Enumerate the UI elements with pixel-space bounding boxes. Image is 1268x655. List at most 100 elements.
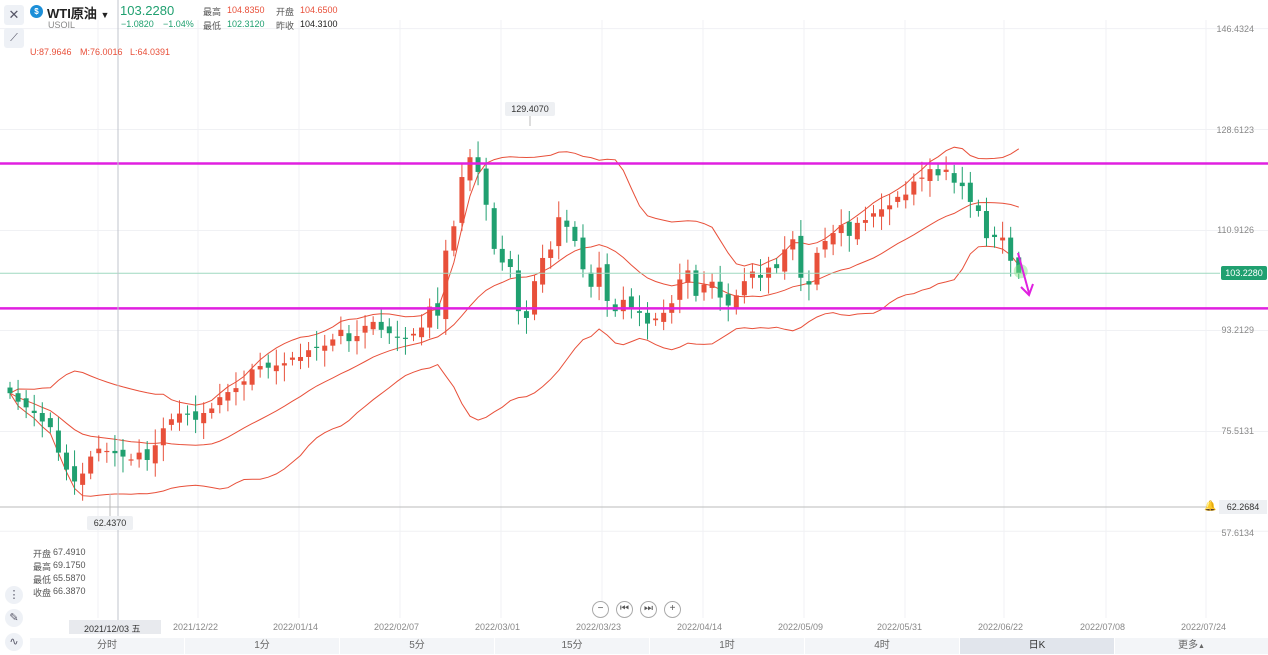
candle: [370, 321, 376, 330]
alert-price-tag[interactable]: 62.2684: [1219, 500, 1267, 514]
skip-end-button[interactable]: ⏭: [640, 601, 657, 618]
candle: [515, 270, 521, 312]
candle: [31, 410, 37, 414]
open-label: 开盘: [276, 7, 295, 17]
timeframe-more[interactable]: 更多▲: [1115, 638, 1268, 654]
ohlc-open: 67.4910: [53, 547, 86, 557]
candle: [846, 221, 852, 236]
candle: [507, 259, 513, 268]
symbol-name[interactable]: WTI原油 ▼: [47, 3, 109, 22]
candle: [419, 327, 425, 338]
candle: [459, 177, 465, 223]
symbol-label: WTI原油: [47, 6, 97, 21]
down-arrow-head: [1020, 283, 1034, 297]
x-tick-label: 2022/02/07: [374, 622, 420, 632]
timeframe-1h[interactable]: 1时: [650, 638, 804, 654]
candle: [298, 356, 304, 361]
indicator-icon[interactable]: ⋮: [5, 586, 23, 604]
timeframe-1m[interactable]: 1分: [185, 638, 339, 654]
candle: [354, 336, 360, 342]
candle: [532, 281, 538, 315]
candle: [225, 392, 231, 401]
timeframe-daily[interactable]: 日K: [960, 638, 1114, 654]
y-tick-label: 146.4324: [1216, 24, 1254, 34]
candle: [411, 333, 416, 336]
candle: [491, 208, 497, 249]
candle: [879, 209, 885, 217]
candle: [362, 325, 368, 333]
candle: [895, 196, 901, 202]
candle: [983, 210, 989, 239]
current-price: 103.2280: [120, 3, 175, 18]
candle: [701, 284, 707, 293]
timeframe-15m[interactable]: 15分: [495, 638, 649, 654]
candle: [733, 295, 739, 309]
candle: [790, 239, 796, 250]
candle: [709, 281, 715, 288]
pencil-icon[interactable]: ✎: [5, 609, 23, 627]
candle: [322, 345, 328, 351]
candle: [443, 250, 449, 320]
candle: [992, 234, 998, 238]
candle: [927, 169, 933, 182]
candle: [693, 270, 699, 296]
x-tick-label: 2022/01/14: [273, 622, 319, 632]
candle: [378, 321, 384, 330]
y-tick-label: 57.6134: [1221, 528, 1254, 538]
candle: [564, 220, 570, 227]
chevron-down-icon[interactable]: ▼: [100, 10, 110, 20]
candle: [241, 381, 247, 385]
high-label: 最高: [203, 7, 222, 17]
candle: [451, 226, 457, 251]
timeframe-4h[interactable]: 4时: [805, 638, 959, 654]
price-change: −1.0820: [121, 19, 154, 29]
x-tick-label: 2022/07/24: [1181, 622, 1227, 632]
boll-upper-line: [9, 146, 1020, 406]
symbol-logo-icon: $: [30, 5, 43, 18]
x-tick-label: 2022/03/23: [576, 622, 622, 632]
candle: [249, 369, 255, 385]
candle: [136, 452, 142, 460]
timeframe-tick[interactable]: 分时: [30, 638, 184, 654]
x-tick-label: 2022/04/14: [677, 622, 723, 632]
candle: [798, 235, 804, 278]
ohlc-close: 66.3870: [53, 586, 86, 596]
ohlc-high-label: 最高: [33, 562, 52, 572]
open-value: 104.6500: [300, 5, 338, 15]
candle: [749, 271, 755, 278]
low-value: 102.3120: [227, 19, 265, 29]
close-icon[interactable]: ✕: [4, 5, 24, 25]
candle: [814, 252, 820, 285]
candle: [265, 362, 271, 368]
candle: [628, 296, 634, 308]
candle: [152, 445, 158, 464]
candle: [1016, 257, 1022, 274]
grid-lines: [0, 20, 1268, 618]
zoom-in-button[interactable]: +: [664, 601, 681, 618]
timeframe-5m[interactable]: 5分: [340, 638, 494, 654]
candle: [523, 311, 529, 318]
x-tick-label: 2021/12/22: [173, 622, 219, 632]
bell-icon[interactable]: 🔔: [1204, 501, 1217, 512]
boll-mid-line: [9, 201, 1019, 446]
chart-style-icon[interactable]: ∿: [5, 633, 23, 651]
candle: [330, 339, 336, 346]
x-tick-label: 2022/06/22: [978, 622, 1024, 632]
candle: [88, 456, 94, 474]
min-price-marker: 62.4370: [87, 516, 133, 530]
candle: [604, 264, 610, 301]
candle: [289, 357, 295, 360]
candle: [830, 233, 836, 245]
candle: [386, 326, 392, 334]
skip-start-button[interactable]: ⏮: [616, 601, 633, 618]
candle: [870, 213, 876, 217]
candle: [80, 473, 86, 485]
candle: [959, 182, 965, 187]
candle: [1000, 237, 1006, 241]
draw-tool-icon[interactable]: ⟋: [4, 28, 24, 48]
candle: [201, 413, 207, 424]
zoom-out-button[interactable]: −: [592, 601, 609, 618]
boll-lower-line: [9, 245, 1020, 497]
ohlc-close-label: 收盘: [33, 588, 52, 598]
